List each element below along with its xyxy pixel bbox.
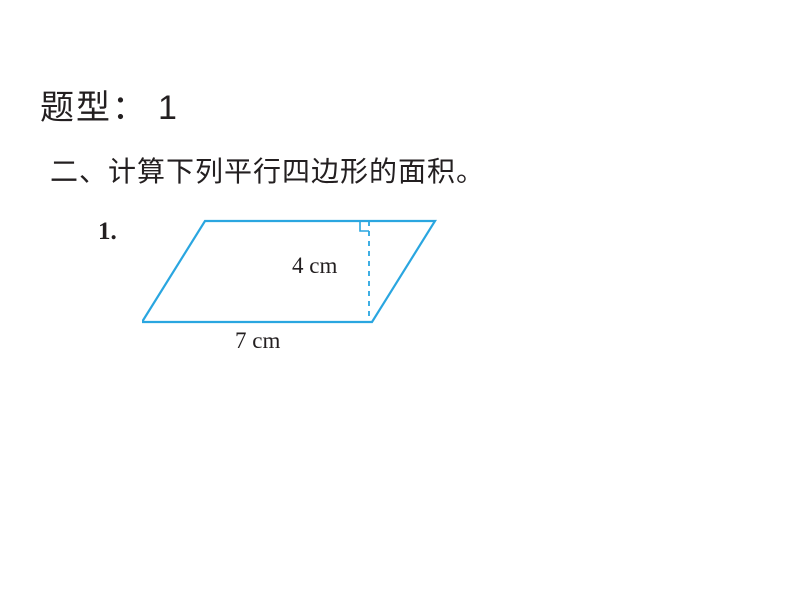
type-number: 1	[158, 89, 179, 127]
right-angle-marker	[360, 221, 369, 231]
parallelogram-shape	[142, 221, 435, 322]
page-root: 题型： 1 二、计算下列平行四边形的面积。 1. 4 cm 7 cm	[0, 0, 794, 596]
question-type-heading: 题型： 1	[40, 80, 179, 129]
section-prompt: 二、计算下列平行四边形的面积。	[50, 150, 485, 190]
parallelogram-svg	[142, 207, 442, 367]
type-label: 题型：	[40, 90, 148, 127]
problem-number: 1.	[98, 218, 117, 246]
height-label: 4 cm	[292, 253, 337, 279]
base-label: 7 cm	[235, 328, 280, 354]
parallelogram-diagram: 4 cm 7 cm	[142, 207, 442, 407]
